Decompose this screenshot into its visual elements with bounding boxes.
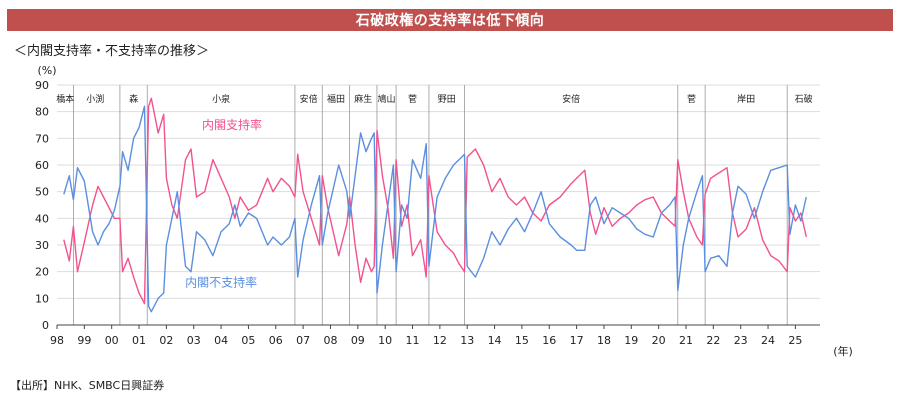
series-line-approval	[63, 97, 807, 305]
pm-label: 安倍	[562, 93, 580, 105]
pm-label: 森	[129, 93, 138, 105]
pm-label: 菅	[408, 93, 417, 105]
x-tick-label: 06	[269, 334, 283, 347]
y-tick-label: 70	[35, 132, 49, 145]
x-tick-label: 07	[296, 334, 310, 347]
pm-label: 鳩山	[378, 93, 396, 105]
x-tick-label: 20	[652, 334, 666, 347]
x-tick-label: 14	[488, 334, 502, 347]
title-banner: 石破政権の支持率は低下傾向	[7, 9, 893, 31]
x-tick-label: 21	[679, 334, 693, 347]
pm-label: 小泉	[212, 93, 230, 105]
x-tick-label: 11	[406, 334, 420, 347]
chart-title: 石破政権の支持率は低下傾向	[355, 13, 545, 29]
y-tick-label: 30	[35, 239, 49, 252]
series-lines	[63, 97, 807, 313]
x-tick-label: 05	[241, 334, 255, 347]
y-unit-label: (%)	[37, 64, 56, 77]
x-tick-label: 09	[351, 334, 365, 347]
x-tick-label: 01	[132, 334, 146, 347]
series-annotation: 内閣不支持率	[185, 274, 257, 289]
x-tick-label: 22	[706, 334, 720, 347]
pm-label: 岸田	[737, 94, 755, 105]
pm-label: 小渕	[86, 93, 104, 105]
series-annotation: 内閣支持率	[202, 117, 262, 132]
pm-label: 麻生	[354, 93, 372, 105]
series-line-disapproval	[63, 105, 807, 313]
y-tick-label: 40	[35, 212, 49, 225]
x-tick-label: 13	[460, 334, 474, 347]
x-tick-label: 04	[214, 334, 228, 347]
y-tick-label: 90	[35, 79, 49, 92]
x-tick-label: 23	[734, 334, 748, 347]
pm-boundary-lines	[73, 85, 788, 325]
x-tick-label: 98	[50, 334, 64, 347]
x-unit-label: (年)	[833, 344, 853, 358]
x-tick-label: 12	[433, 334, 447, 347]
axes: 0 10 20 30 40 50 60 70 80 90 (%) 98 99 00 01 02 03 04 05 06…	[35, 64, 853, 358]
x-tick-label: 16	[542, 334, 556, 347]
x-tick-label: 02	[159, 334, 173, 347]
y-tick-label: 50	[35, 186, 49, 199]
y-tick-label: 80	[35, 106, 49, 119]
chart-subtitle: ＜内閣支持率・不支持率の推移＞	[14, 44, 210, 59]
x-tick-label: 25	[788, 334, 802, 347]
source-note: 【出所】NHK、SMBC日興証券	[10, 379, 165, 392]
x-tick-label: 19	[624, 334, 638, 347]
x-tick-label: 18	[597, 334, 611, 347]
x-tick-label: 08	[323, 334, 337, 347]
x-tick-label: 15	[515, 334, 529, 347]
x-tick-label: 10	[378, 334, 392, 347]
pm-label: 野田	[438, 94, 456, 105]
x-tick-label: 17	[570, 334, 584, 347]
x-tick-label: 03	[187, 334, 201, 347]
pm-labels: 橋本 小渕森小泉 安倍 福田 麻生 鳩山菅野田 安倍菅岸田 石破	[56, 93, 812, 105]
pm-label: 橋本	[56, 93, 74, 105]
pm-label: 石破	[795, 93, 813, 105]
y-tick-label: 10	[35, 292, 49, 305]
x-tick-label: 99	[77, 334, 91, 347]
pm-label: 菅	[687, 93, 696, 105]
y-tick-label: 20	[35, 266, 49, 279]
pm-label: 安倍	[300, 93, 318, 105]
x-tick-label: 24	[761, 334, 775, 347]
y-tick-label: 0	[42, 319, 49, 332]
x-tick-label: 00	[105, 334, 119, 347]
pm-label: 福田	[327, 93, 345, 105]
y-tick-label: 60	[35, 159, 49, 172]
